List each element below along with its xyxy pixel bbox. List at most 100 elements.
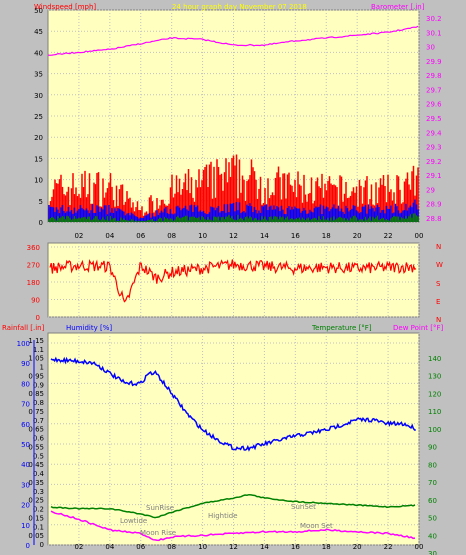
y-tick-label-humidity: 60: [21, 421, 30, 429]
y-tick-label-rainfall: 1: [40, 364, 44, 372]
y-tick-label-rainfall: 0.75: [28, 408, 44, 416]
annotation-lowtide: Lowtide: [120, 517, 147, 525]
annotation-hightide: Hightide: [208, 512, 238, 520]
y-tick-label-barometer: 29.3: [426, 144, 442, 152]
wind-axis-label: Windspeed [mph]: [34, 3, 96, 11]
y-tick-label-rainfall: 0.55: [28, 443, 44, 451]
y-tick-label-humidity: 80: [21, 380, 30, 388]
y-tick-label-rainfall: 0.7: [33, 417, 44, 425]
y-tick-label-temperature: 90: [428, 444, 437, 452]
y-tick-label-humidity: 50: [21, 441, 30, 449]
humidity-line: [50, 356, 416, 452]
humidity-axis-label: Humidity [%]: [66, 324, 112, 332]
y-tick-label-temperature: 130: [428, 373, 441, 381]
y-tick-label-barometer: 30.2: [426, 15, 442, 23]
y-tick-label-rainfall: 0.3: [33, 488, 44, 496]
compass-n-bottom: N: [436, 316, 441, 324]
rainfall-axis-label: Rainfall [.in]: [2, 324, 45, 332]
x-tick-label-lower: 20: [353, 543, 362, 551]
x-tick-label-wind: 12: [229, 232, 238, 240]
temperature-line: [50, 493, 416, 519]
y-tick-label-wind: 35: [34, 71, 43, 79]
y-tick-label-rainfall: 0.25: [28, 497, 44, 505]
y-tick-label-wind: 50: [34, 7, 43, 15]
y-tick-label-humidity: 0: [26, 542, 30, 550]
direction-line: [49, 258, 417, 303]
y-tick-label-wind: 25: [34, 113, 43, 121]
x-tick-label-wind: 14: [260, 232, 269, 240]
x-tick-label-wind: 00: [415, 232, 424, 240]
x-tick-label-lower: 06: [136, 543, 145, 551]
y-tick-label-rainfall: 1.1: [33, 346, 44, 354]
annotation-sunset: SunSet: [291, 503, 316, 511]
x-tick-label-lower: 02: [74, 543, 83, 551]
x-tick-label-lower: 12: [229, 543, 238, 551]
y-tick-label-barometer: 30: [426, 44, 435, 52]
y-tick-label-wind: 30: [34, 92, 43, 100]
y-tick-label-direction: 270: [27, 262, 40, 270]
barometer-line: [47, 25, 419, 56]
x-tick-label-wind: 18: [322, 232, 331, 240]
y-tick-label-rainfall: 0.45: [28, 461, 44, 469]
y-tick-label-rainfall: 0: [40, 541, 44, 549]
y-tick-label-wind: 0: [39, 219, 43, 227]
barometer-axis-label: Barometer [.in]: [371, 3, 425, 11]
x-tick-label-wind: 02: [74, 232, 83, 240]
y-tick-label-rainfall: 0.9: [33, 381, 44, 389]
x-tick-label-wind: 16: [291, 232, 300, 240]
y-tick-label-rainfall: 0.85: [28, 390, 44, 398]
y-tick-label-barometer: 28.9: [426, 201, 442, 209]
y-tick-label-rainfall: 1.15: [28, 337, 44, 345]
y-tick-label-rainfall: 0.35: [28, 479, 44, 487]
compass-w: W: [436, 261, 443, 269]
x-tick-label-lower: 10: [198, 543, 207, 551]
y-tick-label-temperature: 60: [428, 497, 437, 505]
x-tick-label-lower: 18: [322, 543, 331, 551]
y-tick-label-barometer: 29.9: [426, 58, 442, 66]
dewpoint-axis-label: Dew Point [°F]: [393, 324, 444, 332]
y-tick-label-rainfall: 0.1: [33, 523, 44, 531]
y-tick-label-barometer: 29.7: [426, 86, 442, 94]
y-tick-label-direction: 180: [27, 279, 40, 287]
y-tick-label-rainfall: 0.2: [33, 506, 44, 514]
graph-title: 24 hour graph day November 07 2018: [172, 3, 307, 11]
x-tick-label-wind: 04: [105, 232, 114, 240]
y-tick-label-temperature: 110: [428, 408, 441, 416]
compass-s: S: [436, 280, 441, 288]
x-tick-label-wind: 10: [198, 232, 207, 240]
y-tick-label-temperature: 120: [428, 390, 441, 398]
dewpoint-line: [50, 510, 416, 542]
y-tick-label-barometer: 29.1: [426, 172, 442, 180]
x-tick-label-wind: 20: [353, 232, 362, 240]
y-tick-label-barometer: 29.2: [426, 158, 442, 166]
x-tick-label-lower: 14: [260, 543, 269, 551]
compass-n-top: N: [436, 243, 441, 251]
y-tick-label-rainfall: 0.95: [28, 372, 44, 380]
y-tick-label-rainfall: 0.5: [33, 452, 44, 460]
y-tick-label-temperature: 30: [428, 550, 437, 555]
y-tick-label-wind: 10: [34, 177, 43, 185]
y-tick-label-wind: 45: [34, 28, 43, 36]
annotation-sunrise: SunRise: [146, 504, 174, 512]
y-tick-label-barometer: 29.8: [426, 72, 442, 80]
y-tick-label-rainfall: 0.8: [33, 399, 44, 407]
y-tick-label-temperature: 50: [428, 515, 437, 523]
y-tick-label-humidity: 20: [21, 502, 30, 510]
annotation-moonset: Moon Set: [300, 522, 333, 530]
x-tick-label-lower: 00: [415, 543, 424, 551]
y-tick-label-barometer: 28.8: [426, 215, 442, 223]
y-tick-label-direction: 0: [36, 314, 40, 322]
y-tick-label-wind: 20: [34, 134, 43, 142]
y-tick-label-direction: 360: [27, 244, 40, 252]
y-tick-label-temperature: 80: [428, 461, 437, 469]
y-tick-label-humidity: 100: [17, 340, 30, 348]
y-tick-label-wind: 5: [39, 198, 43, 206]
y-tick-label-rainfall: 0.15: [28, 514, 44, 522]
x-tick-label-wind: 06: [136, 232, 145, 240]
y-tick-label-humidity: 70: [21, 401, 30, 409]
y-tick-label-rainfall: 0.65: [28, 426, 44, 434]
x-tick-label-wind: 08: [167, 232, 176, 240]
x-tick-label-wind: 22: [384, 232, 393, 240]
x-tick-label-lower: 04: [105, 543, 114, 551]
temperature-axis-label: Temperature [°F]: [311, 324, 372, 332]
